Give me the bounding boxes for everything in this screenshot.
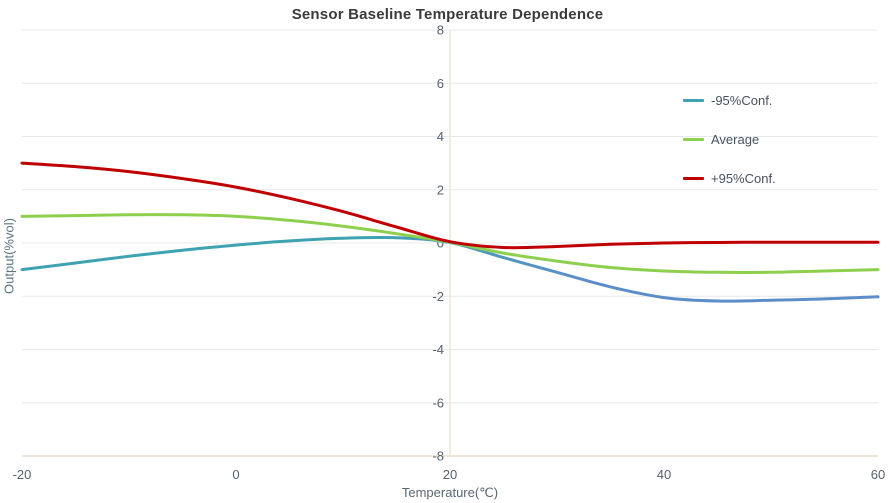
y-tick-label--4: -4 xyxy=(432,342,444,357)
y-tick-label--8: -8 xyxy=(432,449,444,464)
legend-label-average: Average xyxy=(711,131,760,147)
legend-label-minus95conf: -95%Conf. xyxy=(711,92,773,108)
y-tick-label--6: -6 xyxy=(432,395,444,410)
legend-item-minus95conf[interactable]: -95%Conf. xyxy=(683,92,776,108)
y-tick-label-0: 0 xyxy=(437,236,444,251)
y-axis-title: Output(%vol) xyxy=(1,218,17,294)
x-axis-title: Temperature(℃) xyxy=(401,485,499,500)
y-tick-label-6: 6 xyxy=(437,76,444,91)
x-tick-label-20: 20 xyxy=(443,467,457,482)
x-tick-label-60: 60 xyxy=(871,467,885,482)
legend-line-swatch-minus95conf xyxy=(683,98,704,102)
x-tick-label-40: 40 xyxy=(657,467,671,482)
legend: -95%Conf. Average +95%Conf. xyxy=(683,92,776,186)
chart-title: Sensor Baseline Temperature Dependence xyxy=(291,6,604,23)
legend-label-plus95conf: +95%Conf. xyxy=(711,170,776,186)
y-tick-label-4: 4 xyxy=(437,129,444,144)
legend-item-plus95conf[interactable]: +95%Conf. xyxy=(683,170,776,186)
y-tick-label-8: 8 xyxy=(437,23,444,38)
x-tick-label--20: -20 xyxy=(13,467,32,482)
legend-line-swatch-plus95conf xyxy=(683,176,704,180)
legend-line-swatch-average xyxy=(683,137,704,141)
x-tick-label-0: 0 xyxy=(232,467,239,482)
y-tick-label--2: -2 xyxy=(432,289,444,304)
series-line-95-conf xyxy=(20,161,880,250)
y-tick-label-2: 2 xyxy=(437,182,444,197)
legend-item-average[interactable]: Average xyxy=(683,131,776,147)
